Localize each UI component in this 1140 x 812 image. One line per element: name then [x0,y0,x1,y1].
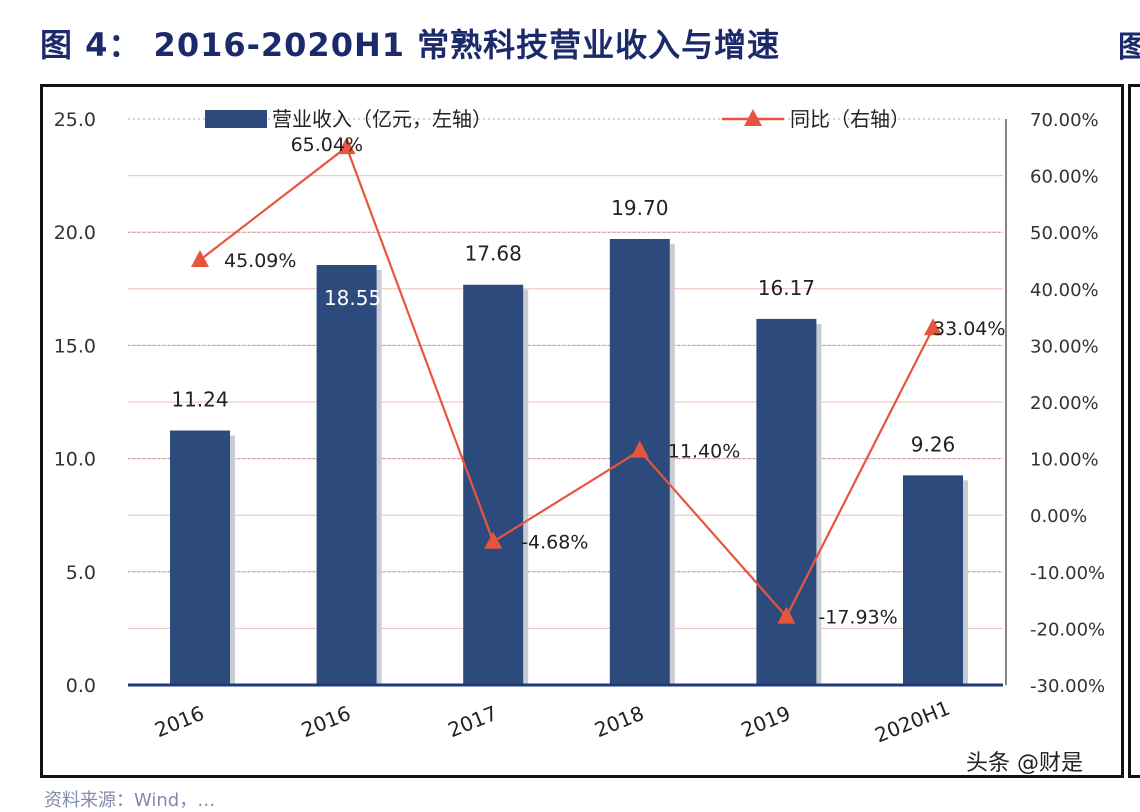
growth-value-label: -4.68% [521,532,588,554]
growth-value-label: 65.04% [291,134,363,156]
x-category-label: 2016 [298,701,354,742]
y-left-tick-label: 25.0 [54,109,96,131]
y-right-tick-label: -20.00% [1030,619,1105,640]
revenue-value-label: 16.17 [758,276,815,300]
x-category-label: 2020H1 [871,696,953,748]
revenue-bar [903,475,963,685]
y-right-tick-label: -30.00% [1030,676,1105,697]
legend-bar-swatch [205,110,267,128]
source-footnote: 资料来源：Wind，… [44,790,216,811]
y-left-tick-label: 5.0 [66,562,96,584]
legend-bar-label: 营业收入（亿元，左轴） [272,107,492,131]
growth-point-marker [337,137,356,155]
revenue-value-label: 9.26 [911,432,956,456]
y-right-tick-label: 30.00% [1030,336,1099,357]
revenue-bar [316,265,377,685]
revenue-value-label: 19.70 [611,196,668,220]
y-right-tick-label: 40.00% [1030,280,1099,301]
growth-value-label: -17.93% [818,607,897,629]
next-figure-title-fragment: 图 [1118,30,1140,65]
growth-point-marker [630,440,649,458]
y-right-tick-label: 70.00% [1030,110,1099,131]
revenue-bar [170,430,230,685]
growth-value-label: 11.40% [668,441,740,463]
revenue-bar [756,318,817,685]
x-category-label: 2017 [444,701,500,742]
growth-value-label: 45.09% [224,250,296,272]
data-labels: 11.24 18.55 17.68 19.70 16.17 9.26 45.09% 65.04… [171,134,1005,629]
chart-legend: 营业收入（亿元，左轴） 同比（右轴） [205,107,910,131]
revenue-value-label: 11.24 [171,388,228,412]
y-right-tick-label: 20.00% [1030,393,1099,414]
y-right-tick-label: 10.00% [1030,450,1099,471]
growth-line [191,137,942,624]
growth-line-path [199,145,934,619]
y-left-tick-label: 20.0 [54,222,96,244]
legend-line-label: 同比（右轴） [790,107,910,131]
gridlines [128,118,1003,629]
revenue-value-label: 18.55 [324,286,381,310]
growth-point-marker [484,531,503,549]
figure-title: 图 4： 2016-2020H1 常熟科技营业收入与增速 [40,26,781,64]
revenue-value-label: 17.68 [465,242,522,266]
chart-frame [40,84,1124,778]
y-right-tick-label: 60.00% [1030,167,1099,188]
next-chart-frame-edge [1128,84,1140,778]
legend-line-marker [744,109,762,126]
growth-point-marker [777,606,796,624]
growth-value-label: 33.04% [933,318,1005,340]
x-category-label: 2018 [591,701,647,742]
revenue-bars [170,238,968,685]
y-right-tick-label: 50.00% [1030,223,1099,244]
growth-point-marker [924,318,942,336]
y-left-tick-label: 15.0 [54,335,96,357]
y-right-tick-label: -10.00% [1030,563,1105,584]
growth-point-marker [191,249,209,267]
y-left-tick-label: 0.0 [66,675,96,697]
y-left-tick-label: 10.0 [54,449,96,471]
watermark-text: 头条 @财是 [966,751,1083,776]
y-right-tick-label: 0.00% [1030,506,1087,527]
x-category-label: 2016 [151,701,207,742]
revenue-bar [609,238,670,685]
x-category-label: 2019 [738,701,794,742]
